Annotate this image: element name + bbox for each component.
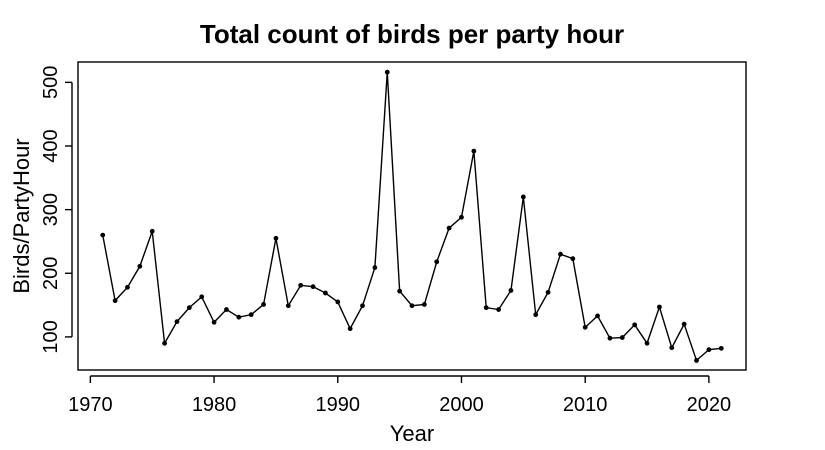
data-point — [582, 324, 588, 330]
data-point — [570, 256, 576, 262]
x-tick-label: 2020 — [687, 394, 732, 416]
data-point — [347, 326, 353, 332]
data-point — [483, 305, 489, 311]
data-point — [261, 302, 266, 307]
plot-frame — [77, 61, 747, 371]
data-point — [137, 263, 143, 269]
data-point — [520, 194, 526, 200]
data-point — [558, 251, 563, 257]
plot-area — [100, 69, 724, 363]
chart-title: Total count of birds per party hour — [200, 19, 624, 49]
data-point — [545, 289, 551, 295]
data-point — [508, 288, 514, 293]
data-point — [112, 298, 118, 304]
data-point — [718, 345, 724, 351]
y-tick-label: 400 — [40, 129, 62, 162]
x-axis: 1970 1980 1990 2000 2010 2020 — [68, 375, 732, 416]
y-axis: 100 200 300 400 500 — [40, 66, 73, 354]
series-line — [102, 72, 722, 362]
x-tick-label: 2010 — [563, 394, 608, 416]
data-point — [186, 305, 192, 311]
x-tick-label: 1990 — [316, 394, 361, 416]
data-point — [657, 304, 662, 310]
data-point — [595, 313, 600, 319]
data-point — [360, 303, 365, 309]
data-point — [384, 69, 390, 75]
data-point — [644, 340, 650, 346]
data-point — [607, 335, 613, 341]
x-tick-label: 1970 — [68, 394, 113, 416]
data-point — [224, 307, 229, 312]
data-point — [681, 321, 687, 327]
data-point — [434, 259, 440, 265]
data-point — [236, 314, 242, 320]
data-point — [694, 358, 699, 363]
y-axis-label: Birds/PartyHour — [9, 138, 34, 293]
data-point — [310, 284, 316, 290]
data-point — [174, 319, 180, 325]
data-point — [335, 299, 341, 305]
data-point — [298, 282, 304, 288]
data-point — [706, 347, 712, 353]
data-point — [211, 319, 217, 325]
data-point — [446, 225, 452, 231]
data-point — [533, 312, 539, 318]
data-point — [669, 345, 675, 351]
x-tick-label: 2000 — [439, 394, 484, 416]
data-point — [285, 303, 291, 309]
x-tick-label: 1980 — [192, 394, 237, 416]
y-tick-label: 500 — [40, 66, 62, 99]
x-axis-label: Year — [390, 421, 434, 446]
data-point — [397, 288, 403, 294]
data-point — [421, 302, 427, 307]
y-tick-label: 300 — [40, 193, 62, 226]
data-point — [125, 284, 130, 290]
data-point — [199, 294, 205, 300]
data-point — [471, 148, 477, 154]
y-tick-label: 200 — [40, 257, 62, 290]
data-point — [162, 340, 167, 346]
data-point — [248, 312, 254, 318]
data-point — [372, 265, 378, 270]
data-point — [323, 290, 328, 296]
data-point — [632, 322, 638, 328]
data-point — [409, 303, 415, 309]
data-point — [149, 228, 155, 234]
data-point — [100, 232, 106, 238]
y-tick-label: 100 — [40, 320, 62, 353]
data-point — [496, 307, 501, 312]
data-point — [619, 335, 625, 340]
data-point — [459, 214, 464, 220]
data-point — [273, 235, 279, 241]
